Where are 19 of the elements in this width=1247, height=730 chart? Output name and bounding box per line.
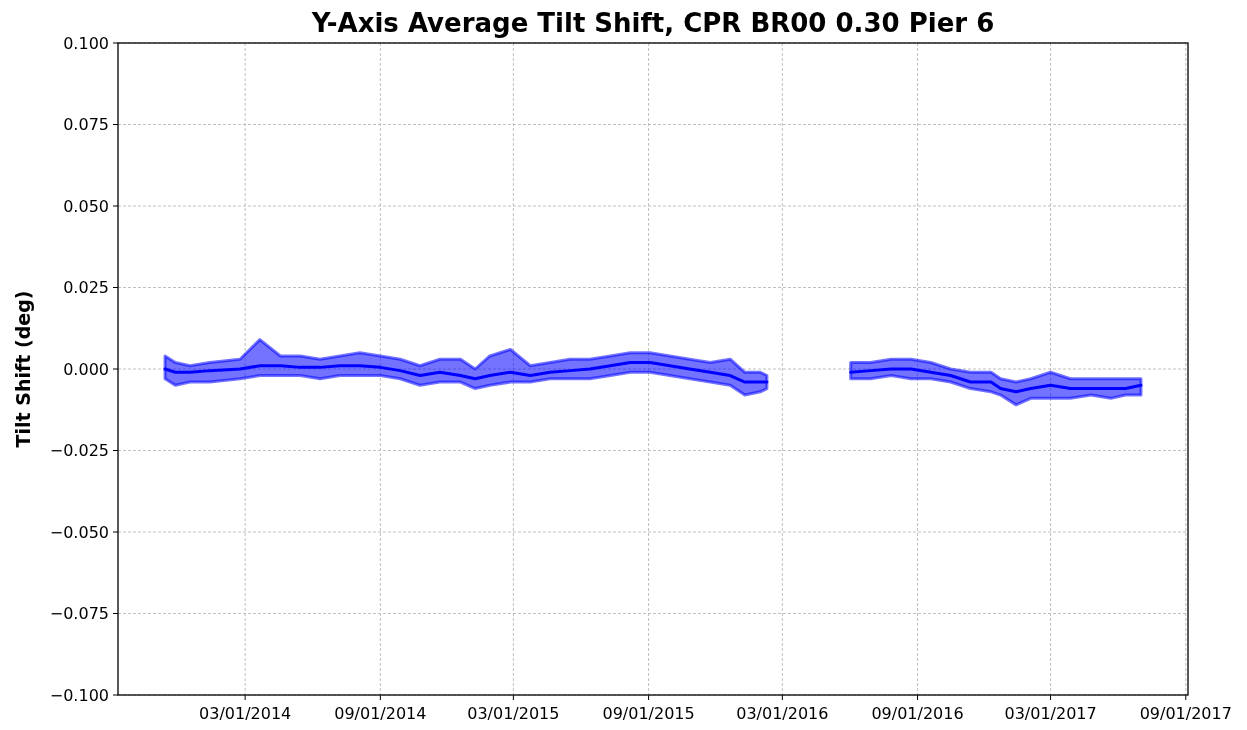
y-tick-label: 0.000 [63, 359, 109, 379]
y-tick-label: 0.050 [63, 196, 109, 216]
chart-title: Y-Axis Average Tilt Shift, CPR BR00 0.30 Pier 6 [310, 8, 995, 38]
x-tick-label: 03/01/2017 [1004, 704, 1097, 723]
x-tick-label: 03/01/2015 [467, 704, 560, 723]
x-tick-label: 03/01/2016 [736, 704, 829, 723]
x-tick-label: 09/01/2016 [871, 704, 964, 723]
x-tick-label: 09/01/2017 [1139, 704, 1232, 723]
x-tick-label: 09/01/2015 [602, 704, 695, 723]
y-tick-label: −0.050 [49, 522, 109, 542]
y-tick-label: −0.100 [49, 685, 109, 705]
y-tick-label: −0.025 [49, 441, 109, 461]
y-tick-label: 0.025 [63, 278, 109, 298]
y-tick-label: 0.100 [63, 33, 109, 53]
x-tick-label: 03/01/2014 [199, 704, 292, 723]
y-tick-label: 0.075 [63, 115, 109, 135]
y-axis-title: Tilt Shift (deg) [12, 290, 34, 448]
y-tick-label: −0.075 [49, 604, 109, 624]
x-tick-label: 09/01/2014 [334, 704, 427, 723]
